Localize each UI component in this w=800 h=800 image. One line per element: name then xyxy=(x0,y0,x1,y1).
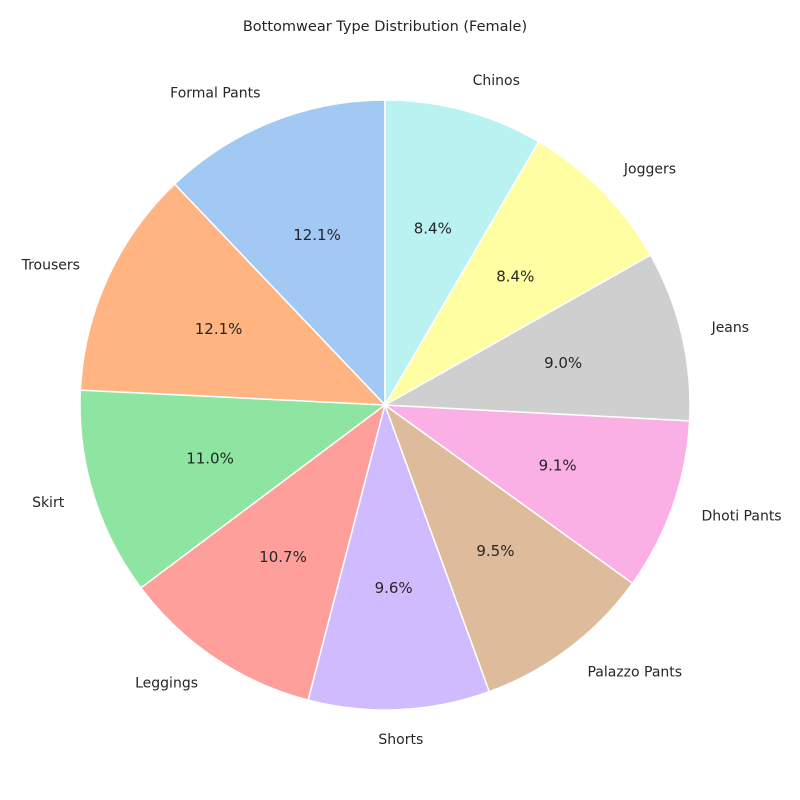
pie-slice-palazzo-pants xyxy=(383,402,634,693)
percent-label-trousers: 12.1% xyxy=(195,320,243,338)
percent-label-leggings: 10.7% xyxy=(259,548,307,566)
pie-slice-joggers xyxy=(382,140,652,408)
percent-label-shorts: 9.6% xyxy=(375,579,413,597)
category-label-trousers: Trousers xyxy=(21,257,80,273)
pie-slice-shorts xyxy=(307,402,491,711)
pie-slice-jeans xyxy=(382,253,691,422)
percent-label-joggers: 8.4% xyxy=(496,268,534,286)
pie-slices xyxy=(79,99,691,711)
category-label-joggers: Joggers xyxy=(623,161,676,177)
pie-slice-formal-pants xyxy=(173,99,386,407)
pie-slice-leggings xyxy=(139,403,387,702)
category-label-jeans: Jeans xyxy=(711,320,750,336)
category-label-chinos: Chinos xyxy=(473,73,520,89)
percent-label-chinos: 8.4% xyxy=(414,219,452,237)
category-label-shorts: Shorts xyxy=(378,732,423,748)
percent-label-dhoti-pants: 9.1% xyxy=(539,457,577,475)
percent-labels: 12.1% 12.1% 11.0% 10.7% 9.6% 9.5% 9.1% 9.0% 8.4%… xyxy=(186,219,582,596)
category-label-skirt: Skirt xyxy=(32,495,65,511)
category-labels: Formal Pants Trousers Skirt Leggings Shorts P… xyxy=(21,73,782,748)
percent-label-formal-pants: 12.1% xyxy=(293,226,341,244)
category-label-palazzo-pants: Palazzo Pants xyxy=(587,665,682,681)
pie-slice-trousers xyxy=(79,183,387,406)
category-label-leggings: Leggings xyxy=(135,676,198,692)
pie-slice-chinos xyxy=(384,99,540,408)
category-label-formal-pants: Formal Pants xyxy=(170,85,260,101)
percent-label-skirt: 11.0% xyxy=(186,450,234,468)
pie-slice-skirt xyxy=(79,389,388,589)
chart-title: Bottomwear Type Distribution (Female) xyxy=(243,19,527,35)
pie-slice-dhoti-pants xyxy=(382,404,691,585)
percent-label-jeans: 9.0% xyxy=(544,354,582,372)
percent-label-palazzo-pants: 9.5% xyxy=(476,542,514,560)
category-label-dhoti-pants: Dhoti Pants xyxy=(702,508,782,524)
